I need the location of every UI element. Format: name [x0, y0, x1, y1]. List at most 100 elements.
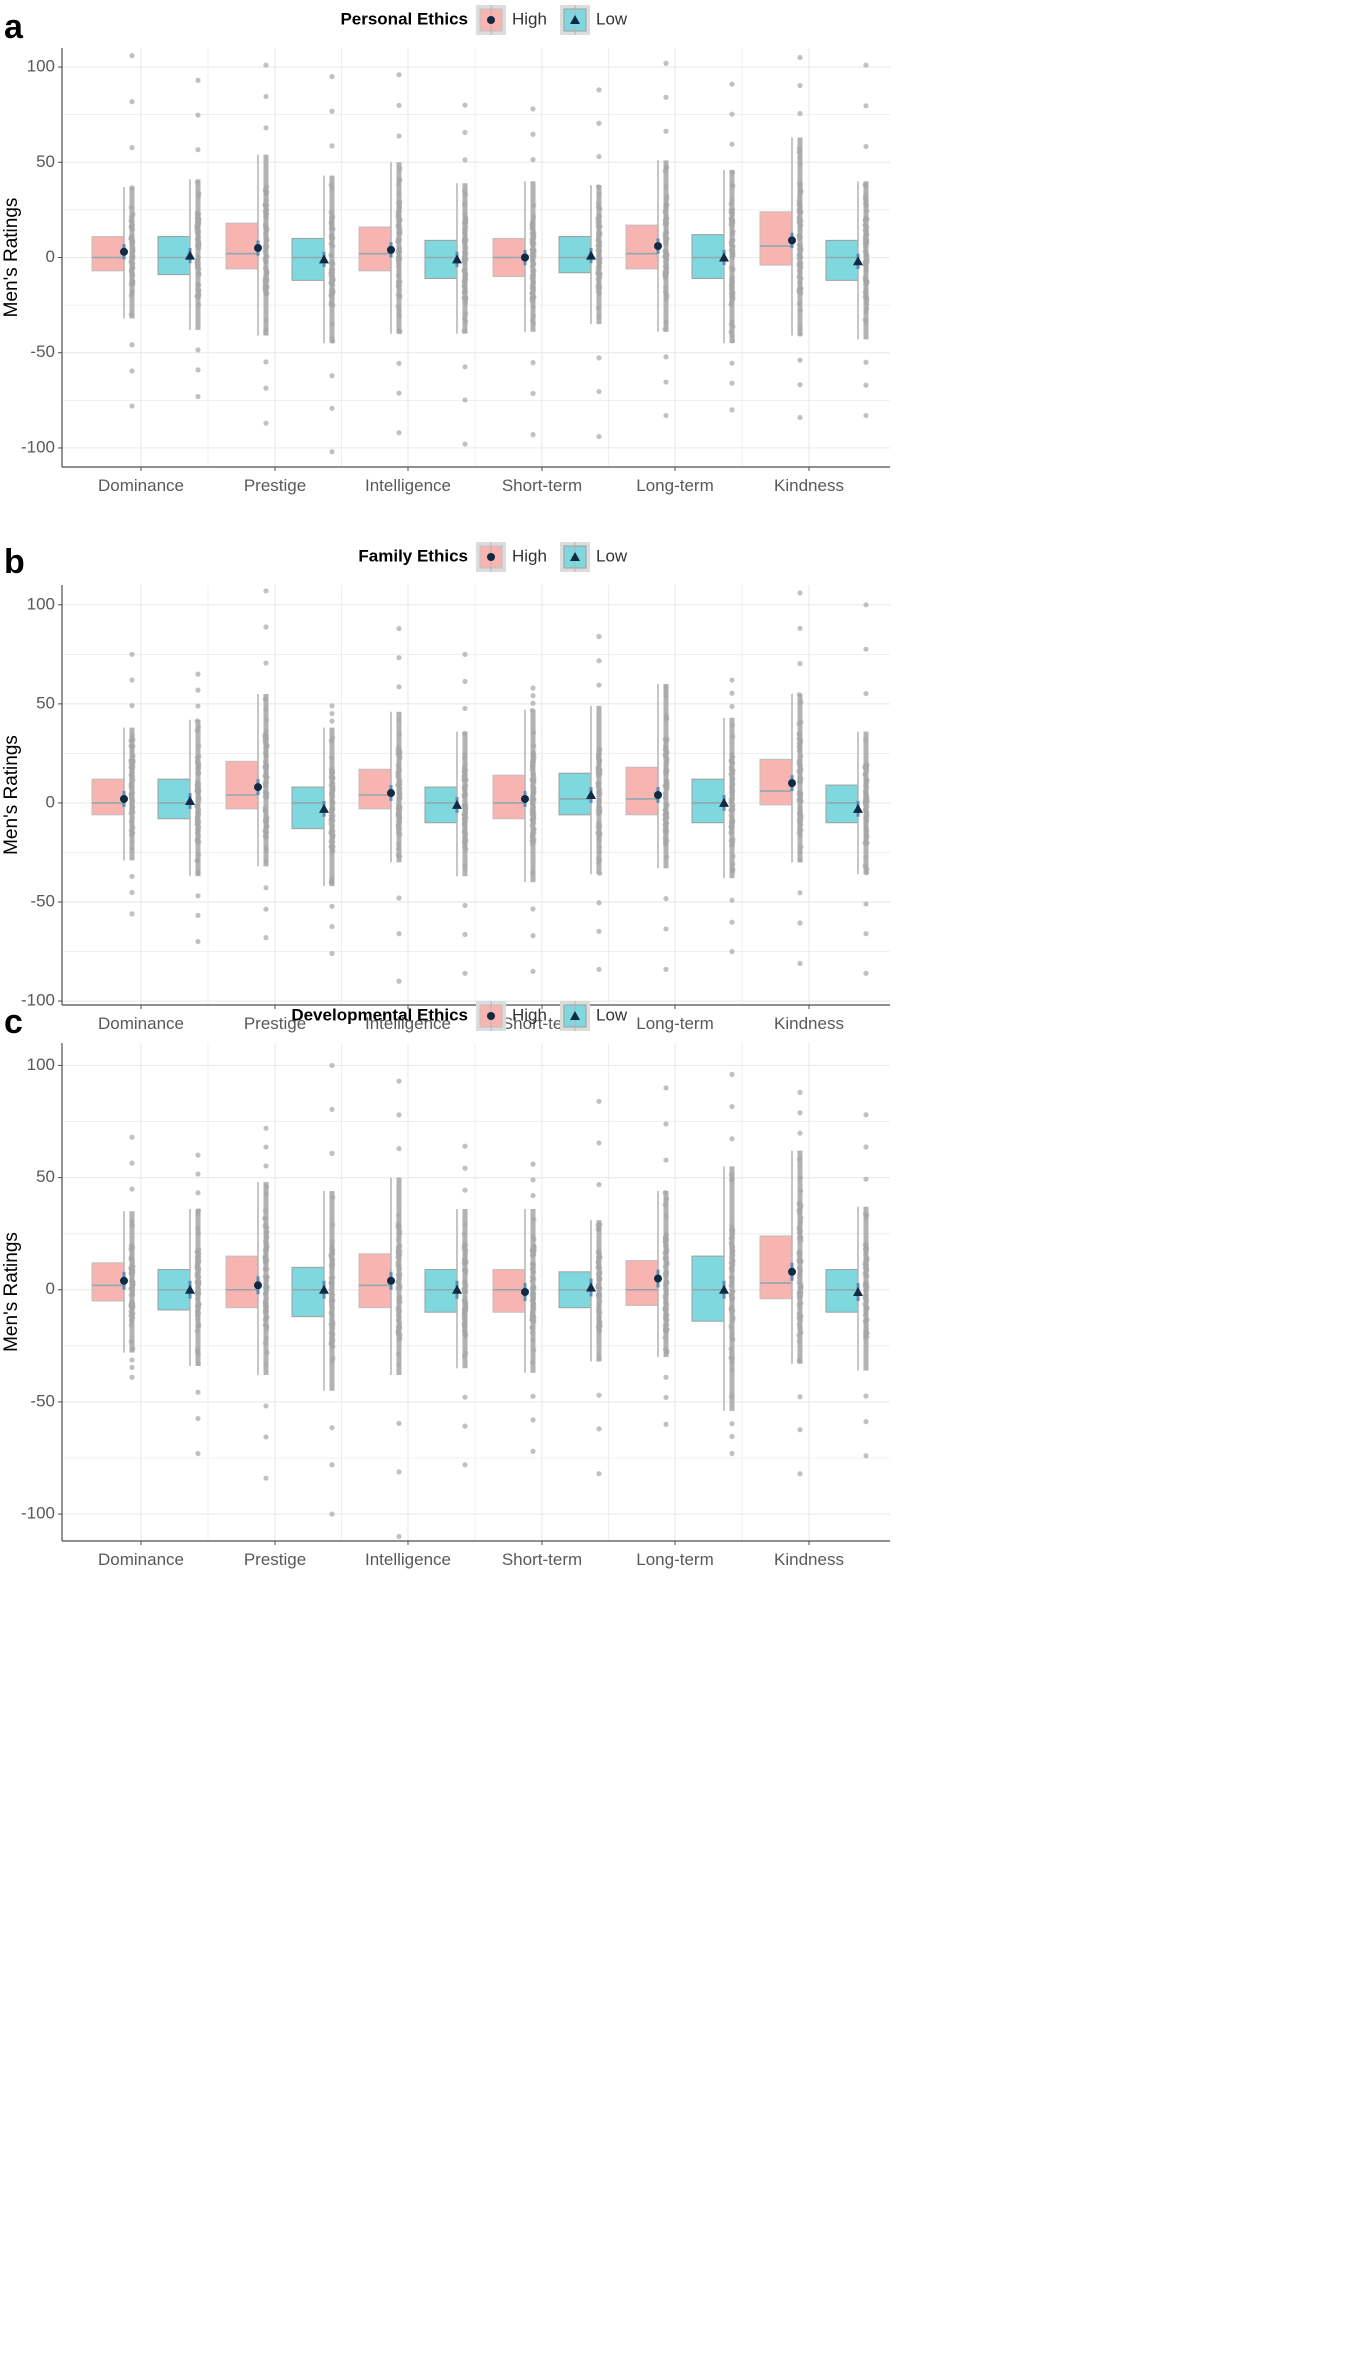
box: [225, 222, 259, 270]
box-short-term-low: [558, 1098, 603, 1477]
mean-marker-triangle: [185, 250, 195, 260]
x-tick-label: Long-term: [636, 1550, 713, 1569]
jitter-core: [596, 185, 602, 325]
box: [625, 224, 659, 270]
outlier-point: [462, 129, 468, 136]
jitter-core: [530, 1209, 536, 1373]
box-dominance-low: [157, 1152, 202, 1457]
box-kindness-low: [825, 62, 870, 419]
jitter-core: [129, 1211, 135, 1353]
mean-marker-circle: [788, 236, 796, 245]
outlier-point: [729, 1136, 735, 1142]
outlier-point: [663, 128, 669, 134]
outlier-point: [462, 157, 468, 163]
outlier-point: [596, 1471, 602, 1477]
outlier-point: [329, 718, 335, 724]
mean-marker-triangle: [319, 1284, 329, 1294]
jitter-core: [596, 1220, 602, 1362]
box-dominance-high: [91, 53, 136, 409]
outlier-point: [129, 677, 135, 683]
jitter-core: [329, 727, 335, 887]
mean-marker-circle: [387, 1276, 395, 1285]
jitter-core: [129, 727, 135, 861]
box-intelligence-low: [424, 102, 469, 447]
outlier-point: [797, 1427, 803, 1433]
box: [358, 768, 392, 810]
outlier-point: [729, 141, 735, 147]
mean-marker-circle: [387, 789, 395, 798]
outlier-point: [863, 931, 869, 937]
outlier-point: [195, 393, 201, 400]
mean-marker-circle: [788, 779, 796, 788]
mean-marker-circle: [521, 1288, 529, 1296]
outlier-point: [462, 102, 468, 108]
outlier-point: [797, 1130, 803, 1136]
outlier-point: [863, 1419, 869, 1425]
legend-label-high: High: [512, 546, 547, 565]
outlier-point: [596, 633, 602, 640]
y-tick-label: 50: [36, 152, 55, 171]
outlier-point: [129, 703, 135, 709]
legend-circle-marker: [487, 1012, 495, 1020]
box-short-term-high: [492, 1161, 537, 1454]
box-short-term-low: [558, 633, 603, 972]
outlier-point: [396, 1420, 402, 1427]
outlier-point: [797, 414, 803, 421]
box: [825, 784, 859, 824]
outlier-point: [663, 1374, 669, 1380]
box: [424, 786, 458, 824]
box: [691, 778, 725, 824]
box: [492, 774, 526, 820]
outlier-point: [663, 689, 669, 695]
outlier-point: [263, 1434, 269, 1440]
mean-marker-circle: [120, 247, 128, 256]
box-prestige-high: [225, 62, 270, 426]
outlier-point: [530, 1192, 536, 1199]
box-kindness-high: [759, 54, 804, 421]
outlier-point: [195, 1190, 201, 1196]
legend-title: Developmental Ethics: [291, 1005, 468, 1024]
mean-marker-triangle: [853, 803, 863, 813]
jitter-core: [195, 179, 201, 330]
series-high: [91, 1078, 804, 1540]
mean-marker-triangle: [452, 254, 462, 264]
outlier-point: [530, 390, 536, 397]
outlier-point: [663, 966, 669, 972]
outlier-point: [195, 77, 201, 83]
box: [759, 211, 793, 266]
outlier-point: [396, 1078, 402, 1084]
outlier-point: [329, 143, 335, 149]
x-tick-label: Prestige: [244, 1014, 306, 1033]
outlier-point: [129, 911, 135, 917]
mean-marker-circle: [521, 794, 529, 803]
outlier-point: [329, 1462, 335, 1468]
outlier-point: [863, 143, 869, 150]
x-tick-label: Intelligence: [365, 1014, 451, 1033]
outlier-point: [396, 1533, 402, 1540]
outlier-point: [263, 1475, 269, 1481]
outlier-point: [329, 1062, 335, 1069]
jitter-core: [462, 183, 468, 334]
outlier-point: [329, 710, 335, 717]
outlier-point: [797, 1471, 803, 1477]
outlier-point: [263, 93, 269, 100]
mean-marker-circle: [654, 242, 662, 251]
box: [691, 1255, 725, 1322]
legend: Family Ethics High Low: [358, 542, 628, 572]
outlier-point: [129, 1160, 135, 1166]
outlier-point: [396, 1112, 402, 1118]
legend-triangle-marker: [570, 1011, 580, 1020]
x-tick-label: Dominance: [98, 1550, 184, 1569]
outlier-point: [797, 1089, 803, 1095]
x-tick-label: Dominance: [98, 1014, 184, 1033]
series-high: [91, 588, 804, 984]
outlier-point: [596, 87, 602, 93]
outlier-point: [396, 1146, 402, 1152]
box: [825, 239, 859, 281]
x-tick-label: Short-term: [502, 476, 582, 495]
panel-b: b Family Ethics High Low 100 50 0 -50 -100 Men's …: [1, 542, 890, 1033]
outlier-point: [729, 690, 735, 696]
outlier-point: [396, 625, 402, 632]
outlier-point: [530, 906, 536, 912]
box-long-term-high: [625, 60, 670, 419]
